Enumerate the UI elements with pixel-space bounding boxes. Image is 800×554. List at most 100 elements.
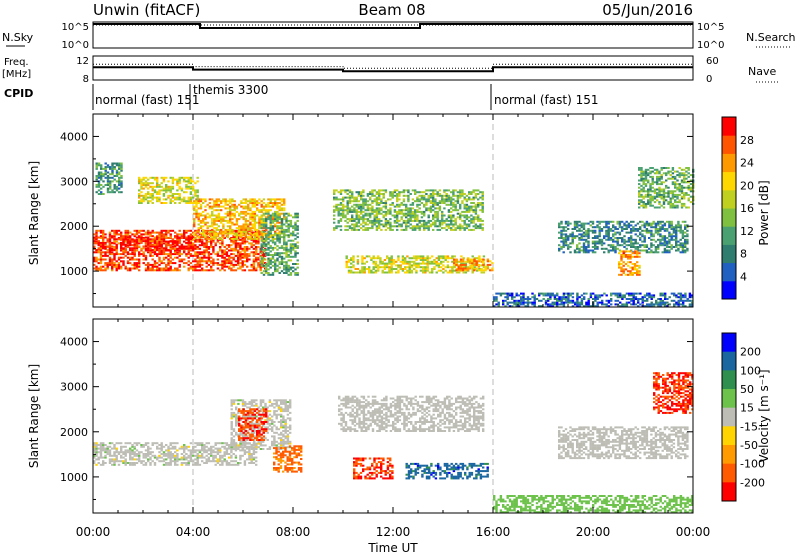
echo-cell: [459, 189, 462, 192]
echo-cell: [228, 246, 231, 248]
echo-cell: [292, 225, 295, 228]
echo-cell: [652, 251, 655, 254]
echo-cell: [95, 229, 98, 232]
echo-cell: [407, 194, 410, 197]
echo-cell: [605, 220, 608, 223]
echo-cell: [111, 251, 114, 254]
echo-cell: [180, 176, 184, 179]
echo-cell: [180, 198, 184, 201]
echo-cell: [108, 236, 112, 239]
echo-cell: [296, 246, 299, 249]
echo-cell: [267, 259, 270, 262]
echo-cell: [380, 228, 383, 231]
echo-cell: [230, 260, 233, 263]
echo-cell: [630, 246, 633, 248]
echo-cell: [115, 265, 118, 268]
echo-cell: [287, 266, 290, 269]
echo-cell: [283, 266, 286, 269]
echo-cell: [169, 260, 172, 263]
echo-cell: [661, 235, 664, 238]
echo-cell: [414, 191, 417, 194]
echo-cell: [640, 170, 643, 173]
echo-cell: [178, 180, 181, 183]
echo-cell: [445, 193, 448, 195]
echo-cell: [407, 219, 410, 222]
echo-cell: [162, 249, 166, 252]
echo-cell: [377, 255, 380, 258]
echo-cell: [194, 193, 197, 195]
echo-cell: [423, 203, 426, 206]
echo-cell: [189, 267, 193, 270]
echo-cell: [95, 267, 98, 270]
echo-cell: [681, 246, 685, 248]
echo-cell: [370, 271, 373, 274]
echo-cell: [278, 230, 281, 233]
echo-region: [138, 176, 199, 204]
echo-cell: [373, 219, 376, 222]
echo-cell: [147, 193, 150, 195]
echo-cell: [174, 240, 177, 243]
echo-cell: [262, 198, 266, 201]
echo-cell: [99, 231, 103, 234]
echo-cell: [457, 267, 460, 270]
nave-label: Nave: [748, 65, 776, 78]
echo-cell: [242, 212, 245, 215]
echo-cell: [441, 221, 444, 224]
echo-cell: [196, 247, 199, 250]
echo-cell: [417, 262, 420, 265]
echo-cell: [449, 266, 452, 269]
echo-cell: [348, 198, 352, 201]
echo-cell: [122, 263, 125, 266]
echo-cell: [126, 253, 130, 256]
echo-cell: [267, 232, 270, 235]
nsky-line: [93, 23, 693, 29]
echo-cell: [372, 266, 375, 269]
echo-cell: [393, 219, 397, 222]
echo-cell: [95, 260, 98, 263]
echo-cell: [680, 206, 684, 209]
echo-cell: [165, 184, 168, 186]
echo-cell: [247, 207, 250, 210]
echo-cell: [640, 175, 643, 178]
echo-cell: [111, 247, 114, 250]
echo-cell: [97, 258, 100, 261]
echo-cell: [185, 187, 188, 190]
echo-cell: [506, 301, 509, 304]
echo-cell: [257, 240, 260, 243]
echo-cell: [135, 262, 139, 265]
echo-cell: [452, 209, 455, 212]
echo-cell: [285, 248, 288, 251]
echo-cell: [562, 233, 565, 236]
echo-cell: [562, 298, 566, 300]
echo-cell: [246, 253, 249, 256]
echo-cell: [429, 207, 433, 210]
echo-cell: [142, 184, 145, 186]
echo-cell: [650, 238, 653, 241]
echo-cell: [251, 225, 254, 228]
echo-cell: [171, 187, 175, 190]
echo-cell: [467, 257, 470, 260]
echo-cell: [144, 236, 148, 239]
echo-cell: [369, 221, 372, 224]
echo-cell: [666, 244, 669, 247]
echo-cell: [390, 266, 393, 269]
echo-cell: [683, 197, 686, 200]
echo-cell: [472, 209, 475, 212]
echo-cell: [681, 237, 685, 239]
echo-cell: [685, 177, 688, 180]
echo-cell: [174, 178, 177, 181]
echo-cell: [156, 191, 159, 194]
echo-cell: [233, 223, 236, 226]
echo-cell: [274, 218, 277, 221]
echo-cell: [243, 238, 247, 241]
echo-cell: [364, 223, 367, 226]
echo-cell: [120, 164, 123, 167]
echo-cell: [138, 180, 141, 183]
echo-cell: [333, 205, 336, 208]
echo-cell: [230, 262, 233, 265]
echo-cell: [185, 229, 188, 232]
echo-cell: [176, 235, 179, 238]
echo-cell: [660, 167, 663, 169]
echo-cell: [251, 205, 254, 208]
echo-cell: [208, 202, 212, 204]
